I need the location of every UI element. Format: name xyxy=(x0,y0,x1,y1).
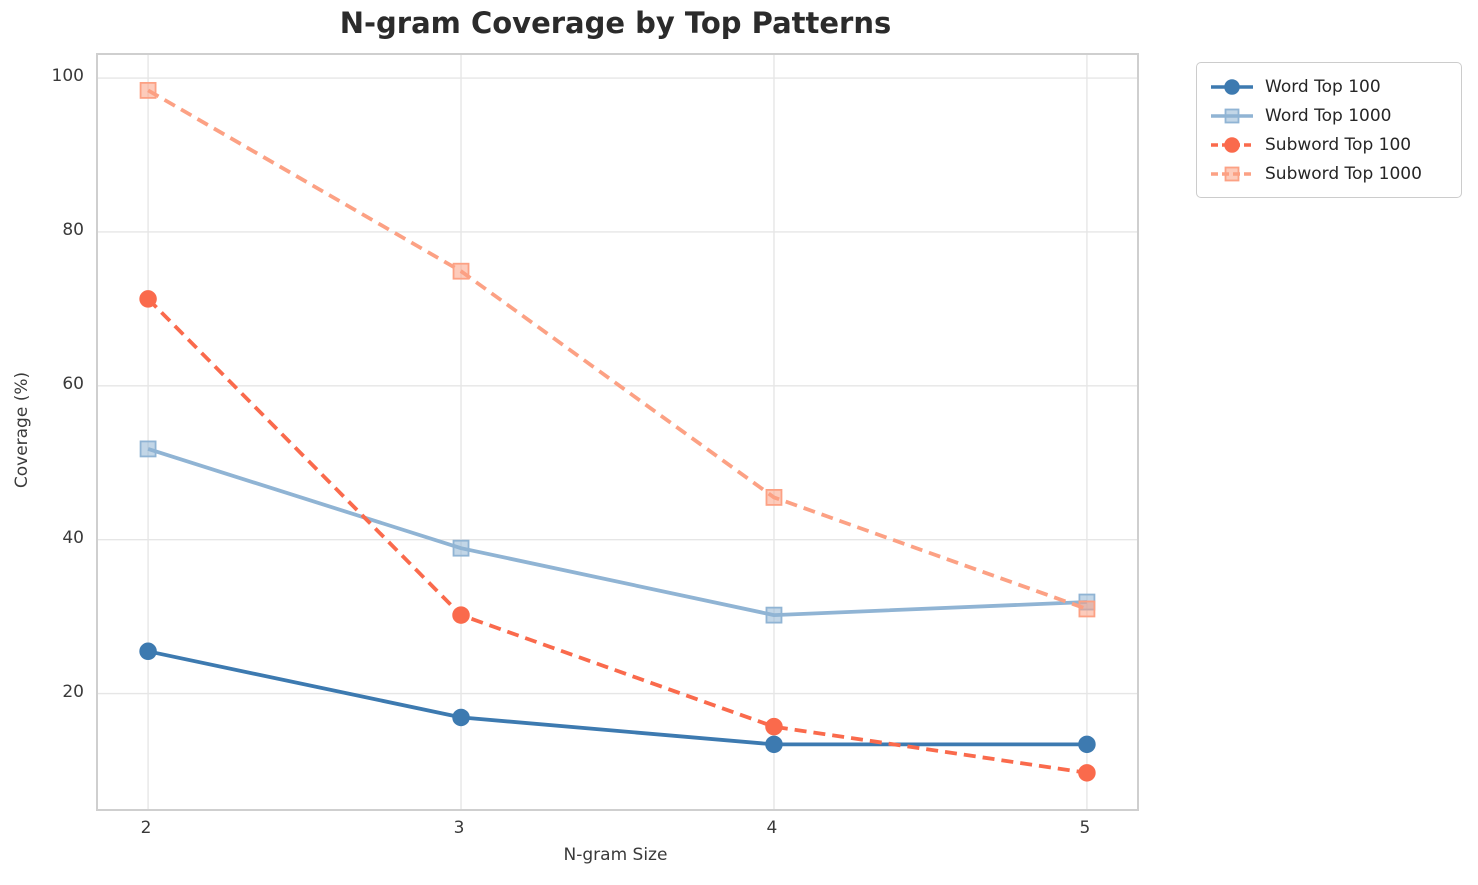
legend-marker-square xyxy=(1224,108,1240,123)
chart-title: N-gram Coverage by Top Patterns xyxy=(339,6,892,40)
x-tick-label: 4 xyxy=(766,818,778,838)
y-tick-label: 80 xyxy=(62,219,84,240)
legend-item: Word Top 1000 xyxy=(1209,101,1449,130)
series-line-word-top-100 xyxy=(147,649,1087,747)
legend-item-label: Subword Top 1000 xyxy=(1265,163,1422,184)
data-point-circle xyxy=(139,290,157,308)
data-point-circle xyxy=(765,735,783,754)
legend-item-label: Word Top 1000 xyxy=(1265,105,1392,126)
x-axis-label: N-gram Size xyxy=(563,845,668,865)
data-point-circle xyxy=(139,642,157,661)
data-point-circle xyxy=(1078,735,1096,754)
data-point-circle xyxy=(452,708,470,727)
data-point-square xyxy=(139,81,157,99)
plot-area xyxy=(96,53,1139,811)
y-tick-label: 40 xyxy=(62,527,84,548)
data-point-circle xyxy=(1078,764,1096,782)
legend-item-label: Word Top 100 xyxy=(1265,76,1381,97)
x-tick-label: 3 xyxy=(453,818,465,838)
y-axis-label: Coverage (%) xyxy=(12,371,32,489)
series-line-subword-top-1000 xyxy=(147,88,1088,611)
data-point-square xyxy=(765,606,783,624)
legend-item: Subword Top 100 xyxy=(1209,130,1449,159)
legend-swatch-square-icon xyxy=(1211,166,1253,181)
legend-swatch-circle-icon xyxy=(1211,78,1253,95)
x-tick-label: 2 xyxy=(140,818,152,838)
legend-item: Word Top 100 xyxy=(1209,72,1449,101)
y-tick-label: 20 xyxy=(62,681,84,702)
legend-item: Subword Top 1000 xyxy=(1209,159,1449,188)
legend-swatch-square-icon xyxy=(1211,108,1253,123)
data-point-circle xyxy=(452,606,470,624)
data-point-square xyxy=(765,488,783,506)
series-line-word-top-1000 xyxy=(147,447,1087,617)
legend-marker-circle xyxy=(1224,78,1240,95)
y-tick-label: 100 xyxy=(51,66,84,87)
data-point-square xyxy=(139,440,157,458)
data-point-square xyxy=(452,262,470,280)
y-tick-label: 60 xyxy=(62,373,84,394)
chart-svg xyxy=(98,55,1137,809)
data-point-square xyxy=(452,539,470,557)
legend: Word Top 100 Word Top 1000 Subword Top 100… xyxy=(1196,62,1462,198)
x-tick-label: 5 xyxy=(1079,818,1091,838)
legend-marker-square xyxy=(1224,166,1240,181)
legend-marker-circle xyxy=(1224,136,1240,153)
legend-item-label: Subword Top 100 xyxy=(1265,134,1412,155)
data-point-circle xyxy=(765,717,783,736)
legend-swatch-circle-icon xyxy=(1211,136,1253,153)
data-point-square xyxy=(1078,600,1096,618)
series-line-subword-top-100 xyxy=(146,297,1088,775)
